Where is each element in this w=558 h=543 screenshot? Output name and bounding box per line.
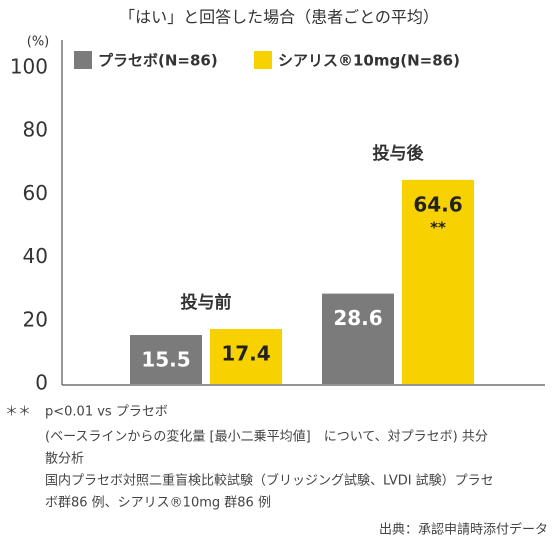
legend-label: プラセボ(N=86) [98,52,218,70]
legend-label: シアリス®10mg(N=86) [278,52,460,70]
y-tick-label: 20 [23,307,48,331]
bar [322,293,394,384]
note-line: (ベースラインからの変化量 [最小二乗平均値] について、対プラセボ) 共分 [45,429,488,445]
value-label: 15.5 [141,348,190,372]
value-label: 64.6 [413,192,462,216]
y-unit: (%) [27,35,50,50]
chart-title: 「はい」と回答した場合（患者ごとの平均） [119,8,439,27]
y-tick-label: 100 [10,55,48,79]
significance-mark: ** [430,218,446,236]
bar [402,179,474,384]
category-label: 投与前 [181,292,232,313]
legend-swatch [74,51,92,69]
note-symbol: ＊＊ [5,405,31,420]
legend-swatch [254,51,272,69]
y-tick-label: 0 [35,371,48,395]
note-line: 散分析 [45,452,84,467]
y-tick-label: 40 [23,244,48,268]
y-tick-label: 80 [23,118,48,142]
note-line: p<0.01 vs プラセボ [45,405,168,420]
bar [130,335,202,384]
note-line: 国内プラセボ対照二重盲検比較試験（ブリッジング試験、LVDI 試験）プラセ [45,473,494,489]
category-label: 投与後 [373,143,425,164]
value-label: 17.4 [221,342,270,366]
note-line: ボ群86 例、シアリス®10mg 群86 例 [45,496,271,511]
y-tick-label: 60 [23,181,48,205]
value-label: 28.6 [333,306,382,330]
source: 出典：承認申請時添付データ [379,522,548,538]
bar [210,329,282,384]
